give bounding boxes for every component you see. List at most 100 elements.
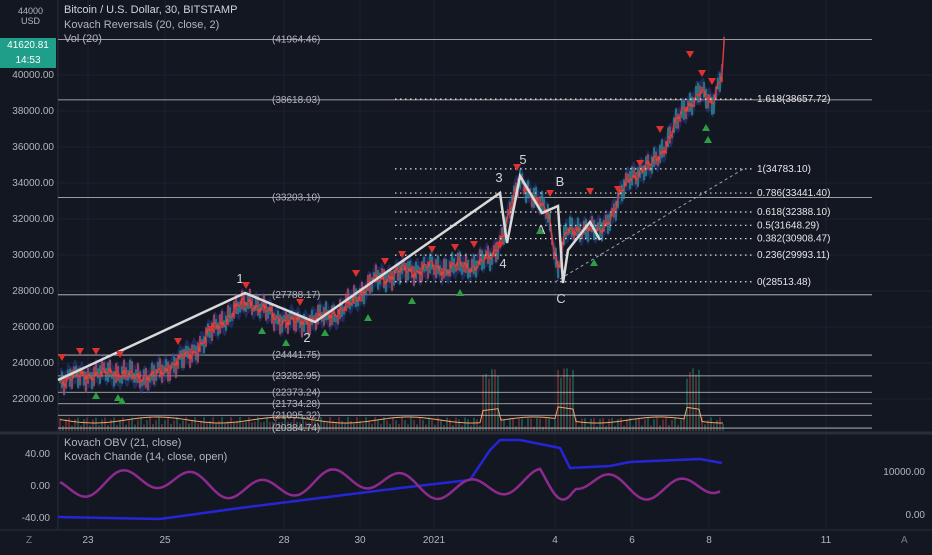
fib-level-label: 0.382(30908.47) — [757, 234, 830, 245]
reversal-up-marker — [114, 394, 122, 401]
reversal-down-marker — [76, 348, 84, 355]
reversal-down-marker — [208, 326, 216, 333]
reversal-down-marker — [174, 338, 182, 345]
price-axis-label: 22000.00 — [12, 394, 54, 405]
time-axis-label: 4 — [552, 535, 558, 546]
reversal-down-marker — [470, 241, 478, 248]
price-unit: 44000 USD — [18, 6, 43, 26]
reversal-down-marker — [546, 190, 554, 197]
reversal-down-marker — [614, 186, 622, 193]
reversal-up-marker — [282, 339, 290, 346]
wave-label: 5 — [519, 152, 526, 167]
wave-label: 2 — [303, 330, 310, 345]
reversal-down-marker — [496, 242, 504, 249]
fib-level-label: 1(34783.10) — [757, 164, 811, 175]
level-label: (27788.17) — [272, 290, 320, 301]
price-axis-label: 24000.00 — [12, 358, 54, 369]
lower-axis-label: 0.00 — [31, 481, 51, 492]
auto-scale-button[interactable]: A — [901, 535, 908, 546]
reversal-down-marker — [451, 244, 459, 251]
volume-ma-line — [59, 406, 724, 424]
level-label: (38618.03) — [272, 95, 320, 106]
fib-trend-line[interactable] — [554, 167, 746, 283]
fib-level-label: 0.786(33441.40) — [757, 188, 830, 199]
time-axis[interactable]: 23 25 28 30 2021 4 6 8 11 — [82, 535, 831, 546]
reversal-up-marker — [590, 259, 598, 266]
price-unit-bottom: USD — [21, 16, 41, 26]
fib-level-label: 0(28513.48) — [757, 277, 811, 288]
wave-label: 1 — [236, 271, 243, 286]
reversal-down-marker — [636, 160, 644, 167]
fib-level-label: 0.5(31648.29) — [757, 220, 819, 231]
level-label: (41964.46) — [272, 35, 320, 46]
reversal-up-marker — [321, 329, 329, 336]
reversal-down-marker — [513, 164, 521, 171]
lower-axis-label: 40.00 — [25, 449, 50, 460]
time-axis-label: 2021 — [423, 535, 446, 546]
price-axis-label: 40000.00 — [12, 70, 54, 81]
price-axis[interactable]: 40000.00 38000.00 36000.00 34000.00 32000.00… — [12, 70, 54, 405]
time-axis-label: 30 — [354, 535, 366, 546]
indicator-kovach-reversals[interactable]: Kovach Reversals (20, close, 2) — [64, 19, 220, 31]
reversal-down-marker — [58, 354, 66, 361]
level-label: (23282.95) — [272, 371, 320, 382]
reversal-down-marker — [92, 348, 100, 355]
time-axis-label: 23 — [82, 535, 94, 546]
lower-axis[interactable]: 40.00 0.00 -40.00 10000.00 0.00 — [22, 449, 926, 524]
fib-retracement[interactable]: 1.618(38657.72) 1(34783.10) 0.786(33441.40… — [395, 94, 830, 288]
time-axis-label: 25 — [159, 535, 171, 546]
volume-bars — [59, 368, 724, 431]
reversal-down-marker — [116, 351, 124, 358]
level-label: (33203.10) — [272, 192, 320, 203]
time-axis-label: 8 — [706, 535, 712, 546]
reversal-down-marker — [242, 282, 250, 289]
level-label: (22373.24) — [272, 387, 320, 398]
reversal-down-marker — [296, 299, 304, 306]
level-label: (20384.74) — [272, 423, 320, 434]
reversal-down-marker — [686, 51, 694, 58]
obv-line — [57, 438, 723, 521]
time-axis-label: 6 — [629, 535, 635, 546]
time-axis-label: 11 — [821, 535, 832, 546]
price-axis-label: 30000.00 — [12, 250, 54, 261]
wave-label: C — [556, 291, 565, 306]
reversal-down-marker — [656, 126, 664, 133]
price-axis-label: 28000.00 — [12, 286, 54, 297]
chart-title[interactable]: Bitcoin / U.S. Dollar, 30, BITSTAMP — [64, 4, 238, 16]
reversal-down-marker — [586, 188, 594, 195]
indicator-kovach-chande[interactable]: Kovach Chande (14, close, open) — [64, 451, 228, 463]
fib-level-label: 0.236(29993.11) — [757, 250, 830, 261]
level-label: (21734.28) — [272, 399, 320, 410]
timezone-button[interactable]: Z — [26, 535, 33, 546]
wave-label: B — [556, 174, 565, 189]
fib-level-label: 0.618(32388.10) — [757, 207, 830, 218]
reversal-up-marker — [364, 314, 372, 321]
time-axis-label: 28 — [278, 535, 290, 546]
chande-line — [59, 467, 721, 501]
elliott-wave-path[interactable] — [57, 172, 602, 382]
price-axis-label: 26000.00 — [12, 322, 54, 333]
reversal-down-marker — [352, 270, 360, 277]
horizontal-levels[interactable]: (41964.46) (38618.03) (33203.10) (27788.17)… — [58, 35, 872, 434]
reversal-markers — [58, 51, 716, 404]
lower-axis-label: -40.00 — [22, 513, 51, 524]
price-axis-label: 36000.00 — [12, 142, 54, 153]
current-price-tag: 41620.81 — [0, 38, 56, 53]
reversal-down-marker — [708, 78, 716, 85]
reversal-down-marker — [398, 251, 406, 258]
reversal-up-marker — [258, 327, 266, 334]
price-axis-label: 32000.00 — [12, 214, 54, 225]
countdown-tag: 14:53 — [0, 53, 56, 68]
lower-axis-right-label: 0.00 — [906, 510, 926, 521]
lower-axis-right-label: 10000.00 — [883, 467, 925, 478]
reversal-down-marker — [428, 246, 436, 253]
reversal-up-marker — [456, 289, 464, 296]
indicator-kovach-obv[interactable]: Kovach OBV (21, close) — [64, 437, 182, 449]
wave-label: 4 — [499, 256, 506, 271]
indicator-volume[interactable]: Vol (20) — [64, 33, 102, 45]
reversal-up-marker — [92, 392, 100, 399]
level-label: (21095.32) — [272, 410, 320, 421]
reversal-down-marker — [698, 70, 706, 77]
